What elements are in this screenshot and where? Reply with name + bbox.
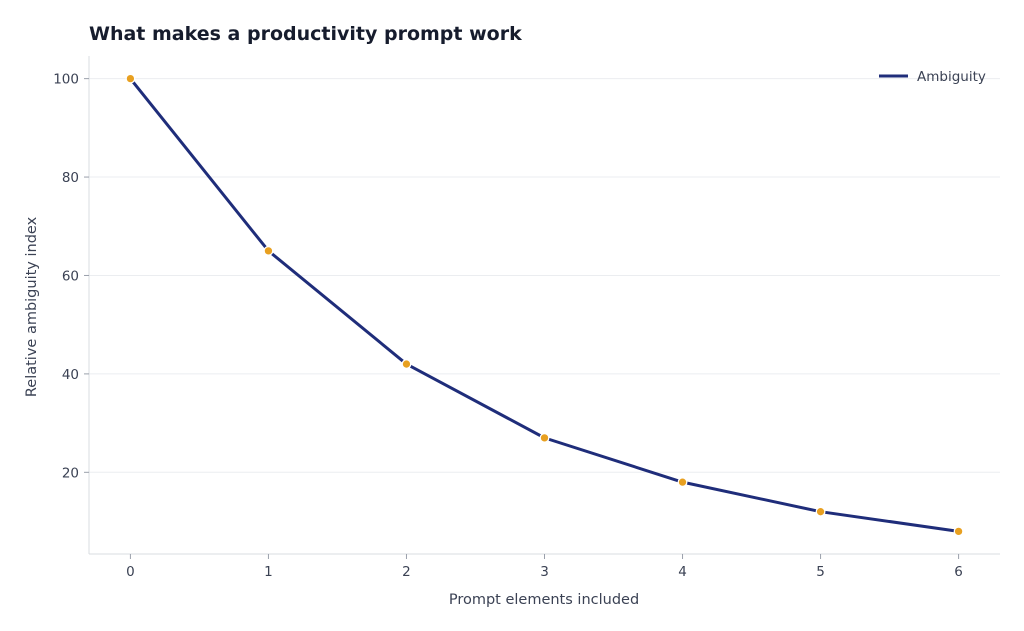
- data-point-ambiguity-6: [953, 526, 964, 537]
- legend: Ambiguity: [879, 69, 986, 85]
- legend-label-ambiguity: Ambiguity: [917, 69, 986, 85]
- y-tick-label-100: 100: [53, 72, 79, 88]
- data-point-ambiguity-3: [539, 432, 550, 443]
- y-axis-label: Relative ambiguity index: [24, 216, 40, 397]
- series-line-ambiguity: [128, 77, 961, 533]
- y-tick-label-20: 20: [62, 465, 79, 481]
- data-point-ambiguity-5: [815, 506, 826, 517]
- x-tick-label-0: 0: [126, 564, 135, 580]
- x-tick-label-2: 2: [402, 564, 411, 580]
- data-point-ambiguity-0: [125, 73, 136, 84]
- data-point-ambiguity-1: [263, 245, 274, 256]
- data-point-ambiguity-2: [401, 359, 412, 370]
- x-tick-label-1: 1: [264, 564, 273, 580]
- data-point-ambiguity-4: [677, 477, 688, 488]
- x-tick-label-6: 6: [954, 564, 963, 580]
- y-tick-label-40: 40: [62, 367, 79, 383]
- y-tick-label-80: 80: [62, 170, 79, 186]
- y-axis-ticks: 20 40 60 80 100: [53, 72, 89, 481]
- series-layer: [125, 73, 964, 537]
- x-axis-label: Prompt elements included: [449, 592, 639, 608]
- y-tick-label-60: 60: [62, 268, 79, 284]
- x-tick-label-3: 3: [540, 564, 549, 580]
- gridlines: [89, 78, 1000, 473]
- x-tick-label-5: 5: [816, 564, 825, 580]
- x-tick-label-4: 4: [678, 564, 687, 580]
- chart-title: What makes a productivity prompt work: [89, 23, 522, 45]
- x-axis-ticks: 0 1 2 3 4 5 6: [126, 554, 963, 580]
